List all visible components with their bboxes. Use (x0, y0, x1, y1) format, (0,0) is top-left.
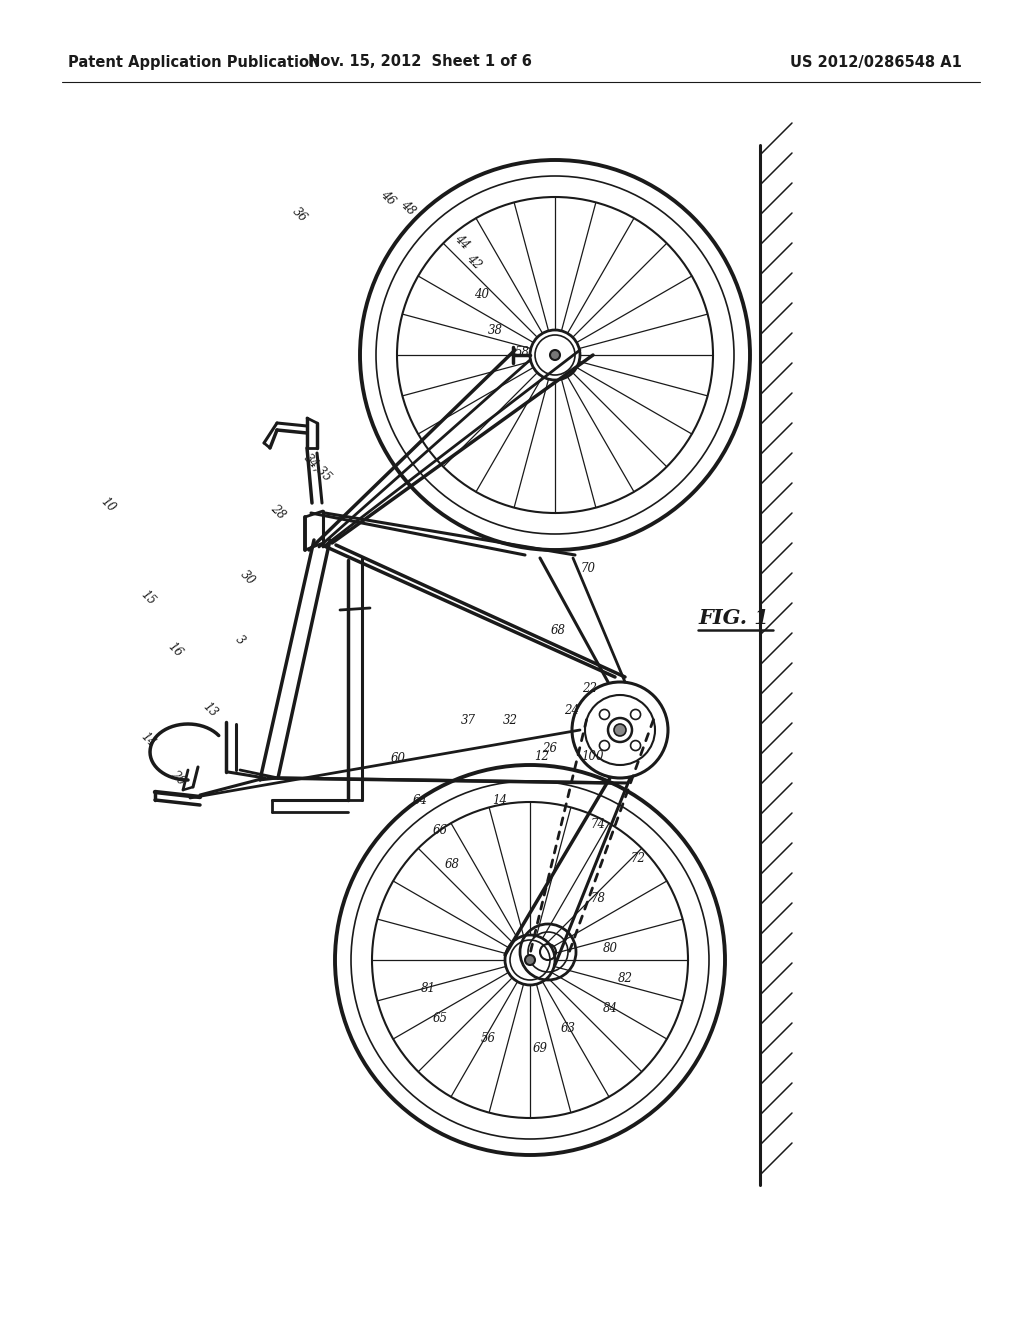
Text: 36: 36 (290, 205, 310, 224)
Text: 38: 38 (487, 323, 503, 337)
Text: 46: 46 (378, 189, 398, 207)
Text: 22: 22 (583, 681, 597, 694)
Text: 58: 58 (514, 346, 529, 359)
Text: 81: 81 (421, 982, 435, 994)
Text: 84: 84 (602, 1002, 617, 1015)
Text: 40: 40 (474, 289, 489, 301)
Text: 30: 30 (239, 568, 258, 587)
Text: US 2012/0286548 A1: US 2012/0286548 A1 (790, 54, 962, 70)
Text: 65: 65 (432, 1011, 447, 1024)
Text: 80: 80 (602, 941, 617, 954)
Text: 28: 28 (268, 502, 288, 521)
Text: 34,35: 34,35 (301, 451, 335, 484)
Text: 68: 68 (444, 858, 460, 871)
Text: 66: 66 (432, 824, 447, 837)
Text: 74: 74 (591, 818, 605, 832)
Text: 42: 42 (464, 252, 484, 272)
Text: Nov. 15, 2012  Sheet 1 of 6: Nov. 15, 2012 Sheet 1 of 6 (308, 54, 531, 70)
Circle shape (525, 954, 535, 965)
Circle shape (550, 350, 560, 360)
Text: 60: 60 (390, 751, 406, 764)
Text: 48: 48 (398, 198, 418, 218)
Text: 72: 72 (631, 851, 645, 865)
Text: 10: 10 (98, 495, 118, 515)
Text: 78: 78 (591, 891, 605, 904)
Text: 44: 44 (453, 232, 472, 252)
Text: 56: 56 (480, 1031, 496, 1044)
Text: Patent Application Publication: Patent Application Publication (68, 54, 319, 70)
Text: 100: 100 (581, 750, 603, 763)
Text: 64: 64 (413, 793, 427, 807)
Text: 26: 26 (543, 742, 557, 755)
Text: 68: 68 (551, 623, 565, 636)
Circle shape (614, 723, 626, 737)
Text: 15: 15 (138, 589, 158, 609)
Text: 24: 24 (564, 704, 580, 717)
Text: 82: 82 (617, 972, 633, 985)
Text: 70: 70 (581, 561, 596, 574)
Text: 69: 69 (532, 1041, 548, 1055)
Text: 37: 37 (461, 714, 475, 726)
Text: 63: 63 (560, 1022, 575, 1035)
Text: 12: 12 (535, 750, 550, 763)
Text: FIG. 1: FIG. 1 (698, 609, 769, 628)
Text: 14: 14 (493, 793, 508, 807)
Text: 16: 16 (165, 640, 185, 660)
Text: 32: 32 (503, 714, 517, 726)
Text: 20: 20 (168, 768, 187, 788)
Text: 3: 3 (232, 632, 247, 647)
Text: 14: 14 (138, 730, 158, 750)
Text: 13: 13 (200, 700, 220, 719)
